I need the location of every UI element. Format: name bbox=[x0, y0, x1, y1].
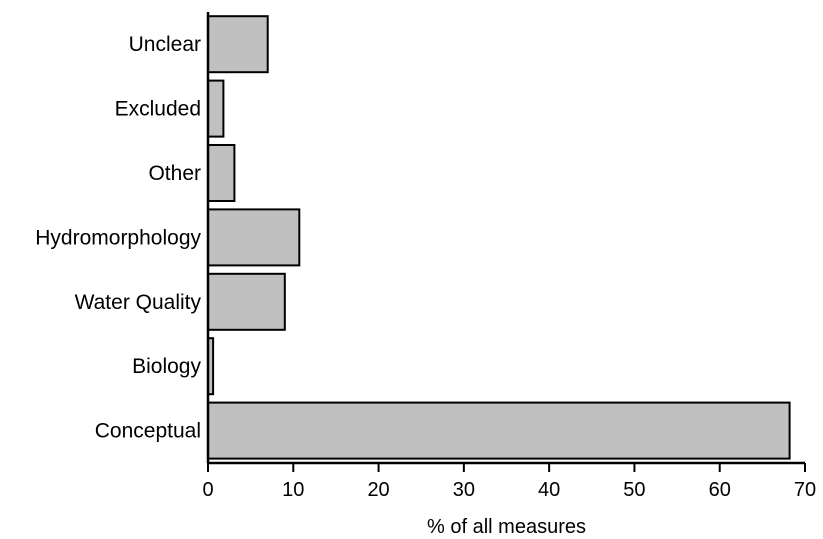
x-tick-label: 70 bbox=[794, 479, 816, 501]
category-label-other: Other bbox=[148, 162, 201, 185]
x-axis-title: % of all measures bbox=[427, 516, 586, 538]
category-label-hydromorphology: Hydromorphology bbox=[35, 226, 201, 249]
bar-hydromorphology bbox=[207, 208, 301, 267]
x-tick-label: 40 bbox=[538, 479, 560, 501]
bar-unclear bbox=[207, 15, 269, 74]
x-tick-label: 10 bbox=[282, 479, 304, 501]
x-axis-ticks: 0 10 20 30 40 50 60 70 bbox=[202, 463, 816, 501]
category-label-unclear: Unclear bbox=[129, 33, 201, 56]
x-tick-label: 60 bbox=[709, 479, 731, 501]
category-label-excluded: Excluded bbox=[115, 98, 201, 121]
x-tick-label: 50 bbox=[623, 479, 645, 501]
category-label-biology: Biology bbox=[132, 355, 201, 378]
x-tick-label: 0 bbox=[202, 479, 213, 501]
bar-conceptual bbox=[207, 401, 791, 460]
bars bbox=[207, 15, 791, 460]
x-tick-label: 30 bbox=[453, 479, 475, 501]
bar-excluded bbox=[207, 79, 225, 138]
bar-other bbox=[207, 144, 236, 202]
category-label-conceptual: Conceptual bbox=[95, 420, 201, 443]
x-tick-label: 20 bbox=[367, 479, 389, 501]
category-labels: Unclear Excluded Other Hydromorphology Water… bbox=[35, 33, 201, 442]
category-label-water-quality: Water Quality bbox=[75, 291, 202, 314]
bar-water-quality bbox=[207, 272, 286, 331]
